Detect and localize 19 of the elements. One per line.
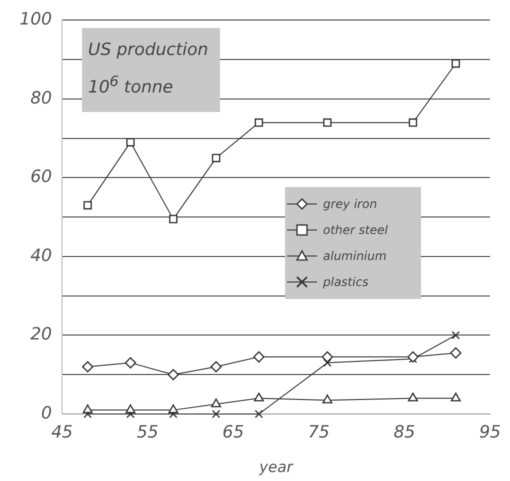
text: US production [88,39,210,62]
y-tick-label: 0 [41,403,52,424]
y-tick-label: 60 [30,167,52,188]
x-tick-label: 65 [222,422,244,443]
legend-label: grey iron [323,197,378,211]
text: 10$^{6}$ tonne [88,73,174,100]
legend-label: plastics [323,275,368,289]
x-tick-label: 75 [308,422,330,443]
legend-label: aluminium [323,249,387,263]
y-tick-label: 100 [20,10,52,30]
x-tick-label: 85 [394,422,416,443]
x-axis-title: year [258,458,294,476]
y-tick-label: 80 [30,88,52,108]
x-tick-label: 55 [136,422,158,443]
x-tick-label: 45 [51,422,73,443]
legend-label: other steel [323,223,388,237]
x-tick-label: 95 [479,422,501,443]
y-tick-label: 40 [30,246,52,266]
y-tick-label: 20 [30,324,52,345]
